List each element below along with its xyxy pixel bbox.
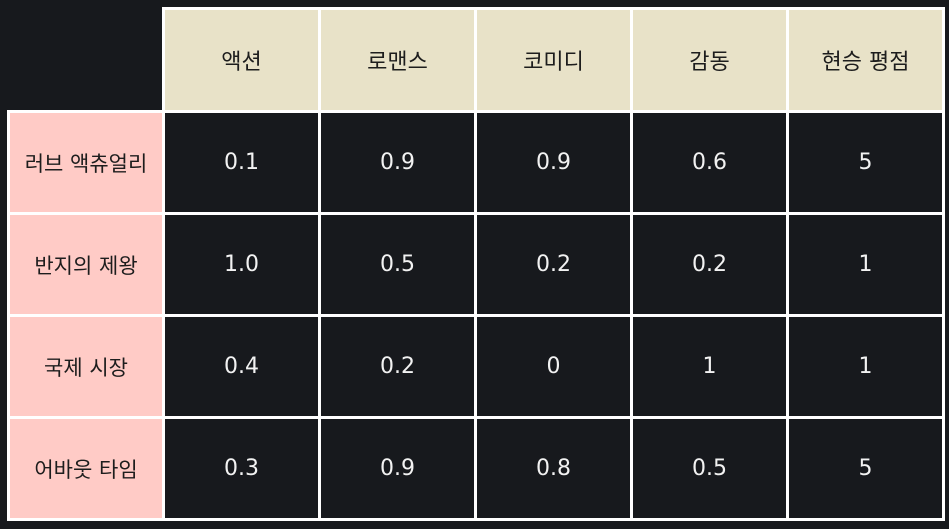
table-cell: 0.3: [162, 416, 321, 521]
table-row: 반지의 제왕 1.0 0.5 0.2 0.2 1: [7, 212, 945, 317]
table-cell: 0.2: [630, 212, 789, 317]
column-header: 감동: [630, 7, 789, 113]
column-header: 코미디: [474, 7, 633, 113]
table-cell: 0.5: [630, 416, 789, 521]
table-cell: 0.4: [162, 314, 321, 419]
table-row: 어바웃 타임 0.3 0.9 0.8 0.5 5: [7, 416, 945, 521]
row-label: 어바웃 타임: [7, 416, 165, 521]
table-cell: 1.0: [162, 212, 321, 317]
table-cell: 0.6: [630, 110, 789, 215]
movie-rating-table: 액션 로맨스 코미디 감동 현승 평점 러브 액츄얼리 0.1 0.9 0.9 0.6 5…: [7, 7, 945, 521]
table-cell: 0.2: [474, 212, 633, 317]
column-header: 액션: [162, 7, 321, 113]
column-header: 로맨스: [318, 7, 477, 113]
row-label: 국제 시장: [7, 314, 165, 419]
table-cell: 0.9: [318, 110, 477, 215]
table-cell: 1: [630, 314, 789, 419]
table-cell: 1: [786, 212, 945, 317]
table-row: 국제 시장 0.4 0.2 0 1 1: [7, 314, 945, 419]
table-row: 러브 액츄얼리 0.1 0.9 0.9 0.6 5: [7, 110, 945, 215]
table-cell: 5: [786, 110, 945, 215]
header-row: 액션 로맨스 코미디 감동 현승 평점: [7, 7, 945, 113]
table-cell: 0.1: [162, 110, 321, 215]
table-cell: 0.8: [474, 416, 633, 521]
row-label: 반지의 제왕: [7, 212, 165, 317]
table-cell: 0.9: [318, 416, 477, 521]
table-cell: 0.5: [318, 212, 477, 317]
corner-cell: [7, 7, 165, 113]
table-cell: 5: [786, 416, 945, 521]
table-cell: 0.2: [318, 314, 477, 419]
row-label: 러브 액츄얼리: [7, 110, 165, 215]
column-header: 현승 평점: [786, 7, 945, 113]
table-cell: 0: [474, 314, 633, 419]
table-cell: 1: [786, 314, 945, 419]
table-cell: 0.9: [474, 110, 633, 215]
